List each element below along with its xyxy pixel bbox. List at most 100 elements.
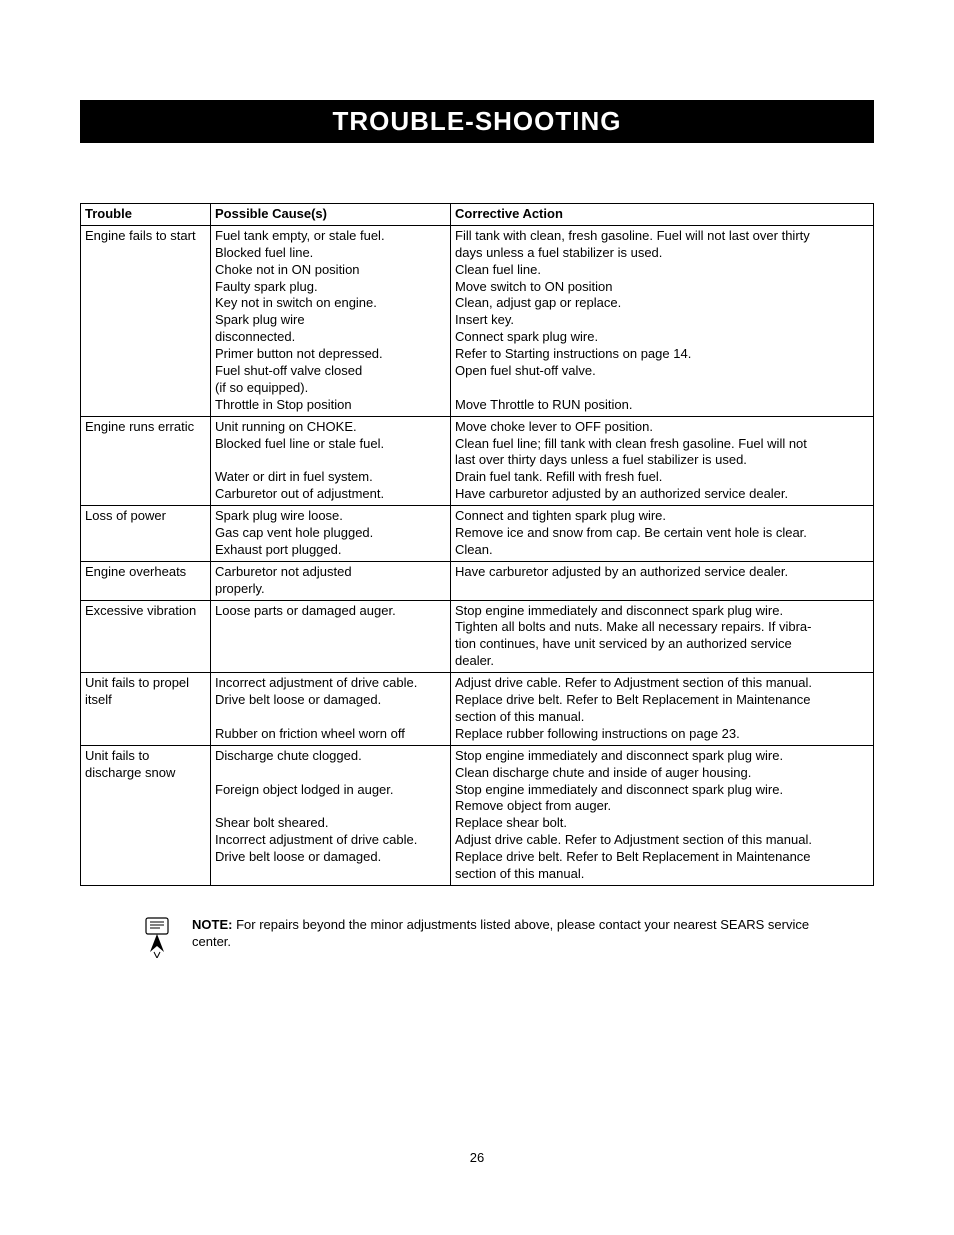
action-line: Tighten all bolts and nuts. Make all nec… bbox=[455, 619, 869, 636]
action-line: Open fuel shut-off valve. bbox=[455, 363, 869, 380]
cause-line: Carburetor out of adjustment. bbox=[215, 486, 446, 503]
action-line: tion continues, have unit serviced by an… bbox=[455, 636, 869, 653]
action-line: last over thirty days unless a fuel stab… bbox=[455, 452, 869, 469]
cause-line: Shear bolt sheared. bbox=[215, 815, 446, 832]
action-line: Have carburetor adjusted by an authorize… bbox=[455, 486, 869, 503]
troubleshooting-table: Trouble Possible Cause(s) Corrective Act… bbox=[80, 203, 874, 886]
cell-action: Stop engine immediately and disconnect s… bbox=[451, 745, 874, 885]
action-line: Drain fuel tank. Refill with fresh fuel. bbox=[455, 469, 869, 486]
cause-line: Unit running on CHOKE. bbox=[215, 419, 446, 436]
cause-line: (if so equipped). bbox=[215, 380, 446, 397]
cause-line: Fuel tank empty, or stale fuel. bbox=[215, 228, 446, 245]
action-line: dealer. bbox=[455, 653, 869, 670]
cause-line: Incorrect adjustment of drive cable. bbox=[215, 832, 446, 849]
cell-trouble: Unit fails to discharge snow bbox=[81, 745, 211, 885]
cause-line: Choke not in ON position bbox=[215, 262, 446, 279]
action-line: Connect spark plug wire. bbox=[455, 329, 869, 346]
cell-cause: Spark plug wire loose.Gas cap vent hole … bbox=[211, 506, 451, 562]
cell-action: Stop engine immediately and disconnect s… bbox=[451, 600, 874, 673]
table-row: Engine runs erraticUnit running on CHOKE… bbox=[81, 416, 874, 505]
cause-line: Water or dirt in fuel system. bbox=[215, 469, 446, 486]
cell-action: Move choke lever to OFF position.Clean f… bbox=[451, 416, 874, 505]
action-line: Replace drive belt. Refer to Belt Replac… bbox=[455, 849, 869, 866]
cause-line: Loose parts or damaged auger. bbox=[215, 603, 446, 620]
cause-line: disconnected. bbox=[215, 329, 446, 346]
action-line: Adjust drive cable. Refer to Adjustment … bbox=[455, 832, 869, 849]
cause-line: Exhaust port plugged. bbox=[215, 542, 446, 559]
cell-cause: Carburetor not adjustedproperly. bbox=[211, 561, 451, 600]
note-text: NOTE: For repairs beyond the minor adjus… bbox=[192, 916, 834, 951]
cell-trouble: Engine runs erratic bbox=[81, 416, 211, 505]
cause-line: Carburetor not adjusted bbox=[215, 564, 446, 581]
action-line: Move Throttle to RUN position. bbox=[455, 397, 869, 414]
cell-cause: Loose parts or damaged auger. bbox=[211, 600, 451, 673]
table-row: Excessive vibrationLoose parts or damage… bbox=[81, 600, 874, 673]
action-line: days unless a fuel stabilizer is used. bbox=[455, 245, 869, 262]
cause-line: Gas cap vent hole plugged. bbox=[215, 525, 446, 542]
cause-line: Key not in switch on engine. bbox=[215, 295, 446, 312]
cause-line: Spark plug wire bbox=[215, 312, 446, 329]
cause-line: Fuel shut-off valve closed bbox=[215, 363, 446, 380]
cell-action: Connect and tighten spark plug wire.Remo… bbox=[451, 506, 874, 562]
page-number: 26 bbox=[0, 1150, 954, 1165]
cell-cause: Unit running on CHOKE.Blocked fuel line … bbox=[211, 416, 451, 505]
action-line: Stop engine immediately and disconnect s… bbox=[455, 603, 869, 620]
action-line: Clean fuel line. bbox=[455, 262, 869, 279]
cause-line: Throttle in Stop position bbox=[215, 397, 446, 414]
action-line: Insert key. bbox=[455, 312, 869, 329]
cell-action: Have carburetor adjusted by an authorize… bbox=[451, 561, 874, 600]
cause-line: properly. bbox=[215, 581, 446, 598]
action-line: section of this manual. bbox=[455, 866, 869, 883]
action-line: Clean. bbox=[455, 542, 869, 559]
cause-line bbox=[215, 765, 446, 782]
action-line: Remove object from auger. bbox=[455, 798, 869, 815]
cause-line: Rubber on friction wheel worn off bbox=[215, 726, 446, 743]
cell-cause: Fuel tank empty, or stale fuel.Blocked f… bbox=[211, 225, 451, 416]
table-row: Loss of powerSpark plug wire loose.Gas c… bbox=[81, 506, 874, 562]
col-header-action: Corrective Action bbox=[451, 204, 874, 226]
table-row: Unit fails to discharge snowDischarge ch… bbox=[81, 745, 874, 885]
cell-action: Adjust drive cable. Refer to Adjustment … bbox=[451, 673, 874, 746]
action-line: Fill tank with clean, fresh gasoline. Fu… bbox=[455, 228, 869, 245]
action-line: Clean fuel line; fill tank with clean fr… bbox=[455, 436, 869, 453]
action-line: Replace drive belt. Refer to Belt Replac… bbox=[455, 692, 869, 709]
table-row: Unit fails to propel itselfIncorrect adj… bbox=[81, 673, 874, 746]
manual-note-icon bbox=[140, 916, 174, 958]
cause-line: Faulty spark plug. bbox=[215, 279, 446, 296]
action-line: Refer to Starting instructions on page 1… bbox=[455, 346, 869, 363]
cause-line bbox=[215, 798, 446, 815]
cause-line: Foreign object lodged in auger. bbox=[215, 782, 446, 799]
cause-line: Incorrect adjustment of drive cable. bbox=[215, 675, 446, 692]
action-line: Clean, adjust gap or replace. bbox=[455, 295, 869, 312]
cell-trouble: Unit fails to propel itself bbox=[81, 673, 211, 746]
action-line: Have carburetor adjusted by an authorize… bbox=[455, 564, 869, 581]
note-block: NOTE: For repairs beyond the minor adjus… bbox=[80, 916, 874, 958]
cause-line bbox=[215, 452, 446, 469]
cell-trouble: Engine fails to start bbox=[81, 225, 211, 416]
col-header-trouble: Trouble bbox=[81, 204, 211, 226]
action-line: Replace rubber following instructions on… bbox=[455, 726, 869, 743]
action-line: Clean discharge chute and inside of auge… bbox=[455, 765, 869, 782]
cause-line: Drive belt loose or damaged. bbox=[215, 849, 446, 866]
col-header-cause: Possible Cause(s) bbox=[211, 204, 451, 226]
note-body: For repairs beyond the minor adjustments… bbox=[192, 917, 809, 950]
action-line: Connect and tighten spark plug wire. bbox=[455, 508, 869, 525]
page-title: TROUBLE-SHOOTING bbox=[80, 100, 874, 143]
cause-line: Discharge chute clogged. bbox=[215, 748, 446, 765]
action-line: Remove ice and snow from cap. Be certain… bbox=[455, 525, 869, 542]
cell-trouble: Excessive vibration bbox=[81, 600, 211, 673]
action-line: Stop engine immediately and disconnect s… bbox=[455, 782, 869, 799]
cause-line: Drive belt loose or damaged. bbox=[215, 692, 446, 709]
table-row: Engine overheatsCarburetor not adjustedp… bbox=[81, 561, 874, 600]
action-line: Replace shear bolt. bbox=[455, 815, 869, 832]
action-line bbox=[455, 380, 869, 397]
cause-line bbox=[215, 709, 446, 726]
action-line: Move switch to ON position bbox=[455, 279, 869, 296]
action-line: Move choke lever to OFF position. bbox=[455, 419, 869, 436]
cell-trouble: Engine overheats bbox=[81, 561, 211, 600]
table-body: Engine fails to startFuel tank empty, or… bbox=[81, 225, 874, 885]
cell-trouble: Loss of power bbox=[81, 506, 211, 562]
cell-action: Fill tank with clean, fresh gasoline. Fu… bbox=[451, 225, 874, 416]
action-line: Adjust drive cable. Refer to Adjustment … bbox=[455, 675, 869, 692]
cause-line: Blocked fuel line. bbox=[215, 245, 446, 262]
